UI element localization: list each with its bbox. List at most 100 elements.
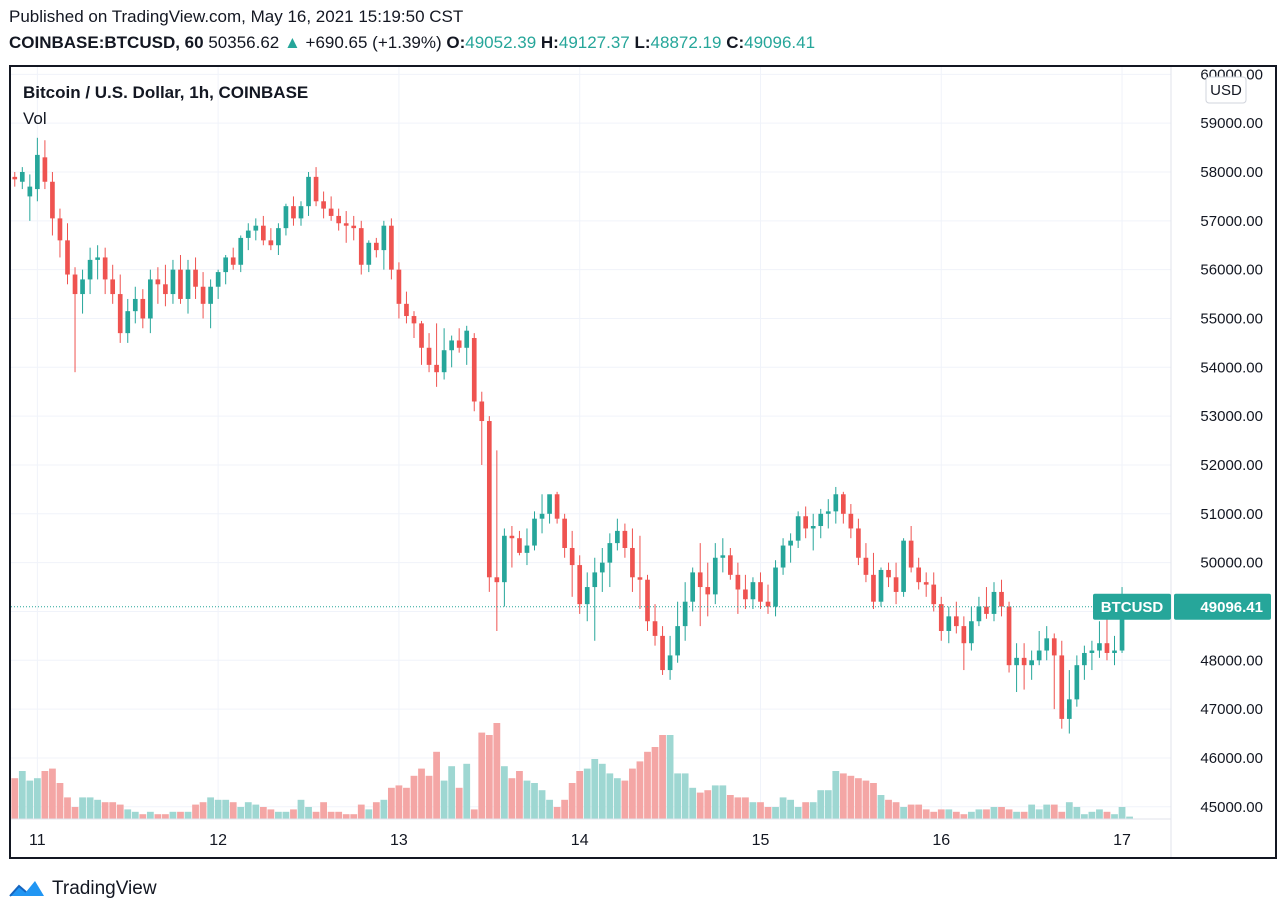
candle-body: [863, 557, 869, 575]
candle-body: [396, 269, 402, 304]
volume-bar: [139, 814, 147, 819]
volume-bar: [711, 785, 719, 819]
x-tick-label: 16: [932, 832, 950, 849]
x-tick-label: 17: [1113, 832, 1131, 849]
tradingview-brand[interactable]: TradingView: [52, 878, 157, 899]
volume-bar: [320, 802, 327, 819]
volume-bar: [1088, 811, 1096, 819]
volume-bar: [478, 732, 486, 819]
candle-body: [984, 606, 989, 614]
volume-bar: [937, 809, 945, 819]
candle-body: [200, 286, 206, 304]
high-value: 49127.37: [558, 33, 630, 52]
symbol-label[interactable]: COINBASE:BTCUSD, 60: [9, 33, 204, 52]
time-axis[interactable]: 11 12 13 14 15 16 17: [29, 832, 1131, 849]
volume-bar: [229, 802, 237, 819]
volume-bar: [169, 811, 177, 819]
candle-body: [690, 572, 696, 602]
volume-bar: [689, 787, 697, 819]
candle-body: [1059, 655, 1065, 719]
candle-body: [509, 535, 515, 539]
candle-body: [584, 587, 590, 605]
candle-body: [599, 562, 605, 573]
volume-bar: [546, 799, 553, 819]
price-axis[interactable]: 45000.0046000.0047000.0048000.0049000.00…: [1200, 67, 1263, 816]
y-tick-label: 56000.00: [1200, 262, 1263, 279]
volume-bar: [33, 778, 41, 819]
candle-body: [720, 555, 726, 558]
close-value: 49096.41: [744, 33, 816, 52]
candle-body: [1104, 643, 1110, 653]
volume-bar: [553, 807, 561, 819]
candle-body: [773, 567, 778, 607]
volume-bar: [146, 811, 154, 819]
volume-bar: [538, 790, 546, 819]
published-line: Published on TradingView.com, May 16, 20…: [9, 7, 464, 26]
candle-body: [358, 228, 364, 265]
candle-body: [230, 257, 236, 265]
candle-body: [170, 269, 176, 295]
candle-body: [795, 516, 801, 541]
volume-bar: [907, 804, 915, 819]
volume-bar: [1103, 811, 1111, 819]
symbol-tag: BTCUSD: [1101, 599, 1164, 616]
candle-body: [238, 237, 244, 265]
candle-body: [155, 279, 161, 285]
candle-body: [976, 606, 982, 622]
volume-bar: [282, 811, 290, 819]
y-tick-label: 53000.00: [1200, 408, 1263, 425]
close-label: C:: [726, 33, 745, 52]
candle-body: [261, 225, 266, 241]
volume-bar: [177, 811, 184, 819]
volume-bar: [1073, 807, 1081, 819]
volume-bar: [350, 814, 358, 819]
candle-body: [12, 176, 18, 180]
volume-bar: [1013, 811, 1020, 819]
candle-body: [298, 206, 304, 219]
candle-body: [1006, 606, 1012, 666]
candle-body: [57, 218, 63, 241]
candle-body: [110, 279, 116, 295]
price-chart[interactable]: 45000.0046000.0047000.0048000.0049000.00…: [11, 67, 1275, 857]
volume-bar: [659, 735, 666, 819]
candle-body: [328, 208, 334, 216]
currency-badge[interactable]: USD: [1205, 76, 1247, 104]
candle-body: [223, 257, 229, 273]
chart-title: Bitcoin / U.S. Dollar, 1h, COINBASE: [23, 83, 308, 102]
chart-frame[interactable]: 45000.0046000.0047000.0048000.0049000.00…: [9, 65, 1277, 859]
footer[interactable]: TradingView: [8, 876, 157, 902]
candle-body: [419, 323, 424, 348]
candle-body: [622, 530, 628, 548]
candle-body: [35, 154, 40, 190]
candle-body: [788, 540, 793, 546]
volume-bar: [425, 775, 433, 819]
candle-body: [871, 574, 876, 602]
candle-body: [660, 635, 665, 671]
candle-body: [728, 555, 733, 575]
volume-bar: [832, 771, 840, 819]
candle-body: [441, 350, 447, 373]
candle-body: [697, 572, 703, 588]
candle-body: [652, 621, 658, 636]
candle-body: [95, 257, 100, 260]
x-tick-label: 13: [390, 832, 408, 849]
volume-bar: [56, 783, 64, 819]
low-label: L:: [634, 33, 651, 52]
candle-body: [1097, 643, 1102, 651]
candle-body: [148, 279, 153, 319]
candle-body: [268, 240, 274, 246]
y-tick-label: 59000.00: [1200, 115, 1263, 132]
volume-bar: [485, 735, 493, 819]
volume-bar: [591, 759, 599, 819]
volume-bar: [1096, 809, 1103, 819]
volume-bar: [885, 799, 892, 819]
volume-bar: [968, 811, 975, 819]
volume-bar: [508, 778, 516, 819]
volume-bar: [772, 807, 779, 819]
volume-bar: [606, 773, 614, 819]
candle-body: [215, 272, 221, 287]
x-tick-label: 14: [571, 832, 589, 849]
volume-bar: [154, 814, 162, 819]
candle-body: [856, 528, 861, 558]
candle-body: [1066, 699, 1072, 719]
